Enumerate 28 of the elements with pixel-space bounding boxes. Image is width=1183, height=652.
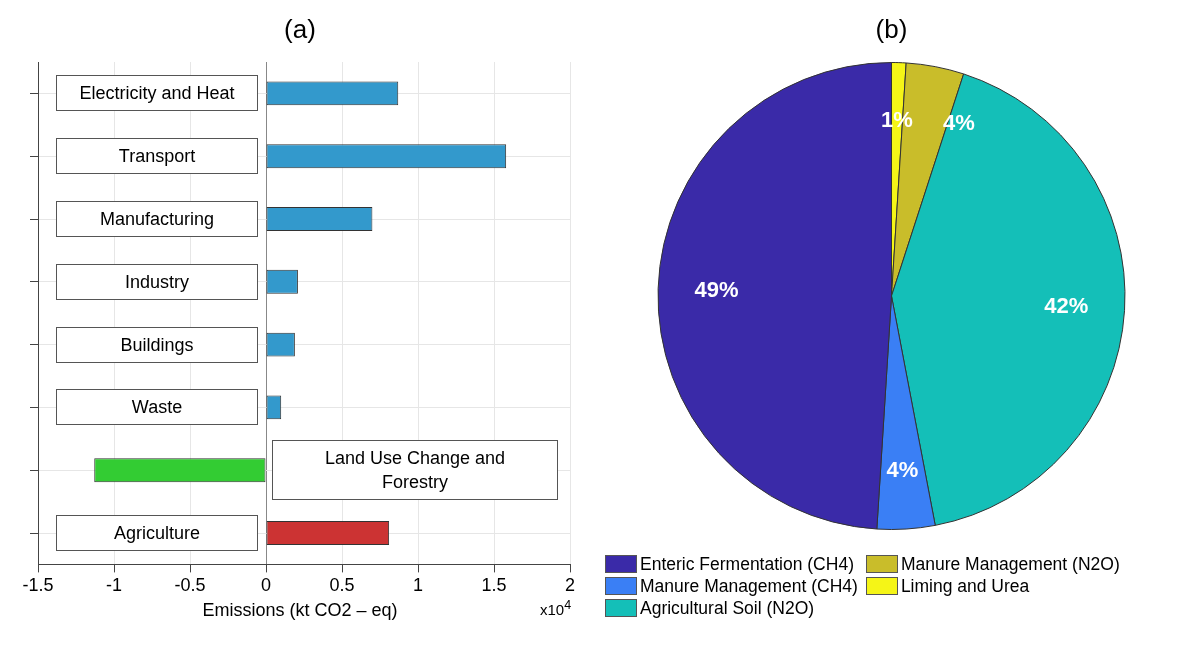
- legend-label: Manure Management (N2O): [900, 553, 1120, 575]
- x-tick-label: 0.5: [329, 575, 355, 596]
- text: x10$^{4}$: [540, 598, 572, 618]
- data-label: 49%: [694, 276, 739, 302]
- x-tick-label: 0: [260, 575, 272, 596]
- legend-label: Enteric Fermentation (CH4): [640, 553, 854, 575]
- text-box: Land Use Change and Forestry: [272, 440, 558, 501]
- x-tick-label: 2: [564, 575, 576, 596]
- legend-label: Agricultural Soil (N2O): [640, 597, 815, 619]
- data-label: 42%: [1044, 293, 1089, 319]
- data-label: 4%: [886, 456, 919, 482]
- legend-label: Liming and Urea: [900, 575, 1030, 597]
- legend-label: Manure Management (CH4): [640, 575, 858, 597]
- chart-title: (a): [283, 14, 317, 45]
- text-box: Industry: [56, 263, 258, 300]
- x-axis-title: Emissions (kt CO2 – eq): [202, 600, 398, 620]
- chart-title: (b): [874, 14, 909, 45]
- x-tick-label: 1: [412, 575, 424, 596]
- x-tick-label: -1.5: [22, 575, 54, 596]
- text-box: Buildings: [56, 326, 258, 363]
- x-tick-label: -1: [105, 575, 123, 596]
- text-box: Manufacturing: [56, 201, 258, 237]
- text-box: Agriculture: [56, 515, 258, 551]
- text-box: Electricity and Heat: [56, 75, 258, 112]
- x-tick-label: -0.5: [174, 575, 206, 596]
- text-box: Waste: [56, 389, 258, 426]
- x-tick-label: 1.5: [481, 575, 507, 596]
- text-box: Transport: [56, 138, 258, 175]
